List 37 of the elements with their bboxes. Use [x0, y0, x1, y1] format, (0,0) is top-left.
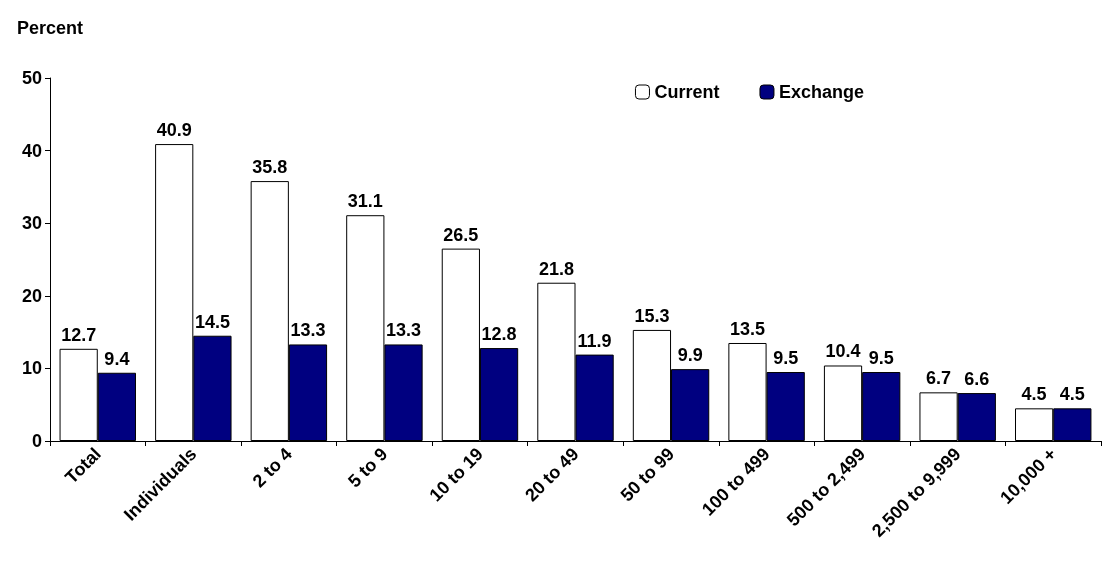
data-label: 9.5 [773, 348, 799, 369]
data-label: 4.5 [1021, 384, 1047, 405]
y-tick-label: 0 [31, 431, 42, 451]
data-label: 9.9 [677, 345, 703, 366]
x-tick-label: 5 to 9 [344, 443, 392, 492]
data-label: 9.4 [104, 348, 130, 369]
x-tick-label: 100 to 499 [698, 443, 774, 520]
data-label: 13.5 [729, 318, 766, 339]
y-tick-label: 40 [21, 140, 42, 161]
data-label: 35.8 [252, 157, 288, 178]
x-tick-label: 20 to 49 [521, 443, 583, 506]
data-label: 26.5 [443, 224, 479, 245]
x-tick-label: 10 to 19 [425, 443, 488, 506]
y-tick-label: 10 [21, 358, 42, 379]
data-label: 15.3 [634, 305, 670, 326]
data-label: 12.8 [481, 324, 517, 345]
y-axis-title: Percent [17, 18, 84, 38]
data-label: 14.5 [194, 311, 230, 332]
y-tick-label: 30 [21, 213, 42, 234]
data-label: 11.9 [577, 330, 612, 351]
x-tick-label: 2 to 4 [248, 443, 296, 492]
data-label: 10.4 [825, 341, 861, 362]
y-tick-label: 20 [21, 285, 42, 306]
legend-label: Current [654, 82, 720, 102]
data-label: 6.7 [926, 368, 952, 389]
data-label: 12.7 [61, 324, 97, 345]
x-tick-label: 50 to 99 [616, 443, 679, 506]
data-label: 21.8 [538, 258, 574, 279]
data-label: 9.5 [868, 348, 894, 369]
data-label: 13.3 [290, 320, 326, 341]
legend-label: Exchange [778, 82, 865, 102]
data-label: 6.6 [964, 369, 990, 390]
data-label: 13.3 [385, 320, 422, 341]
data-label: 4.5 [1059, 384, 1085, 405]
data-label: 40.9 [156, 120, 192, 141]
data-label: 31.1 [347, 191, 383, 212]
y-tick-label: 50 [21, 68, 42, 88]
